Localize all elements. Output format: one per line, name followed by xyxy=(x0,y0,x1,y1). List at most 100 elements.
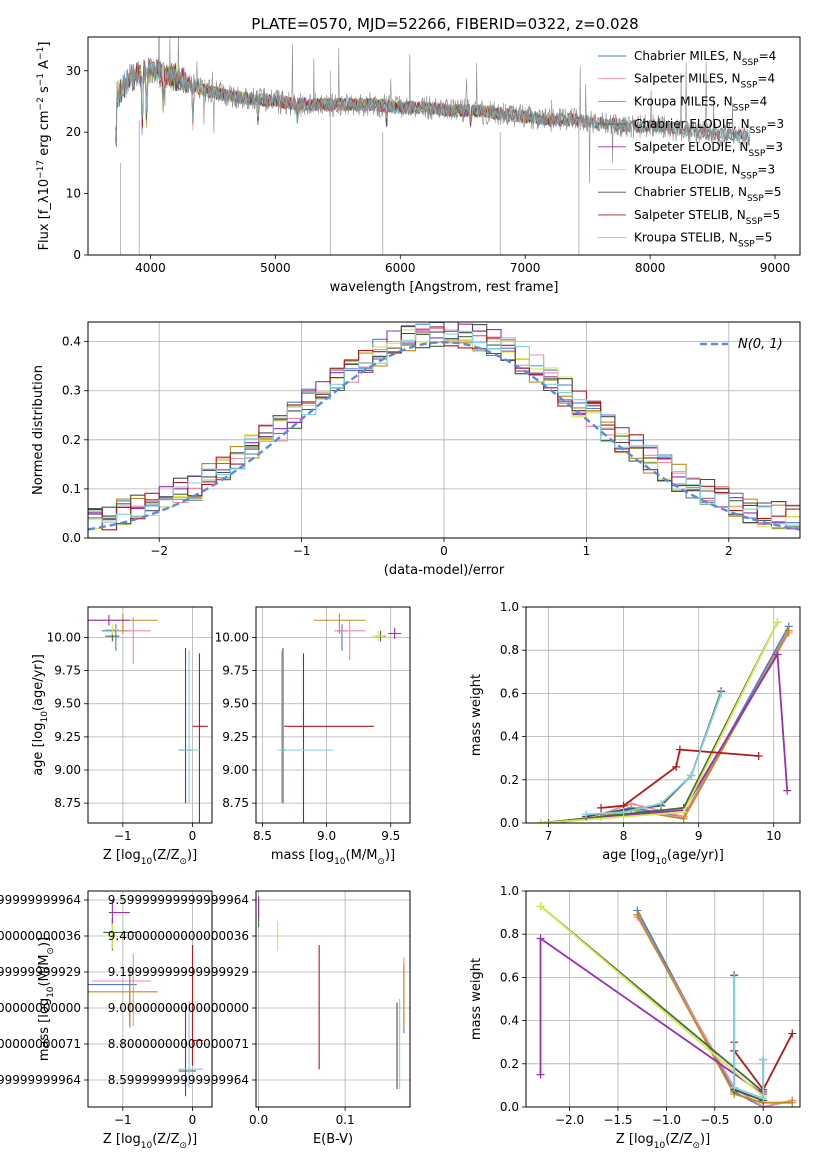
x-tick-label: 5000 xyxy=(260,261,291,275)
y-axis-label: mass weight xyxy=(469,674,484,756)
x-axis-label: Z [log10(Z/Z⊙)] xyxy=(103,1132,197,1151)
weight-marker xyxy=(633,910,642,919)
mass-vs-ebv-panel: 0.0 0.1 8.59999999999999964 8.8000000000000… xyxy=(108,890,411,1147)
weight-marker xyxy=(788,1029,797,1038)
weight-marker xyxy=(537,819,546,823)
y-tick-label: 9.40000000000000036 xyxy=(0,929,81,943)
y-tick-label: 8.80000000000000071 xyxy=(108,1037,249,1051)
y-axis-label: Normed distribution xyxy=(31,365,46,495)
x-tick-label: 7000 xyxy=(510,261,541,275)
legend-label: Salpeter ELODIE, NSSP=3 xyxy=(634,140,783,159)
age-vs-mass-panel: 8.5 9.0 9.5 8.75 9.00 9.25 9.50 9.75 10.00 mass [… xyxy=(215,606,411,867)
y-tick-label: 9.59999999999999964 xyxy=(108,893,249,907)
y-tick-label: 20 xyxy=(66,125,81,139)
y-tick-label: 0.0 xyxy=(500,816,519,830)
weight-line xyxy=(585,690,723,818)
x-tick-label: −1 xyxy=(114,1113,132,1127)
observed-spectrum-line xyxy=(115,37,751,183)
legend-label: Kroupa STELIB, NSSP=5 xyxy=(634,231,772,250)
axes-frame xyxy=(87,36,801,256)
x-tick-label: 0.0 xyxy=(754,1113,773,1127)
x-tick-label: 9.5 xyxy=(381,829,400,843)
x-tick-label: 7 xyxy=(545,829,553,843)
x-tick-label: 9 xyxy=(695,829,703,843)
x-tick-label: −2.0 xyxy=(555,1113,584,1127)
weight-marker xyxy=(773,618,782,627)
spectrum-panel: 4000 5000 6000 7000 8000 9000 0 10 20 30 wavelengt… xyxy=(36,36,801,295)
y-tick-label: 1.0 xyxy=(500,600,519,614)
y-tick-label: 0.2 xyxy=(500,1057,519,1071)
weight-marker xyxy=(619,808,628,817)
weight-marker xyxy=(783,786,792,795)
y-tick-label: 9.75 xyxy=(54,664,81,678)
x-axis-label: age [log10(age/yr)] xyxy=(602,848,724,867)
x-tick-label: 8 xyxy=(620,829,628,843)
y-axis-label: mass [log10(M/M⊙)] xyxy=(37,937,56,1061)
weight-marker xyxy=(759,1055,768,1064)
weight-line xyxy=(636,916,793,1107)
y-tick-label: 8.59999999999999964 xyxy=(108,1073,249,1087)
plot-area xyxy=(88,900,203,1097)
weight-marker xyxy=(536,934,545,943)
weight-marker xyxy=(672,762,681,771)
legend-label: Salpeter STELIB, NSSP=5 xyxy=(634,208,780,227)
mass-vs-z-panel: −1 0 8.59999999999999964 8.8000000000000007… xyxy=(0,890,213,1151)
weight-marker xyxy=(759,1094,768,1103)
axes-frame xyxy=(255,606,411,824)
y-tick-label: 9.00 xyxy=(222,763,249,777)
weight-line xyxy=(733,975,765,1102)
y-tick-label: 9.19999999999999929 xyxy=(0,965,81,979)
weight-line xyxy=(636,914,793,1104)
y-tick-label: 30 xyxy=(66,64,81,78)
axes-frame xyxy=(87,606,213,824)
weight-line xyxy=(733,977,765,1100)
y-axis-label: age [log10(age/yr)] xyxy=(31,654,50,776)
weight-marker xyxy=(773,650,782,659)
residuals-panel: −2 −1 0 1 2 0.0 0.1 0.2 0.3 0.4 (data-model)/error… xyxy=(31,321,801,578)
y-tick-label: 9.25 xyxy=(54,730,81,744)
y-tick-label: 9.19999999999999929 xyxy=(108,965,249,979)
x-tick-label: −1.0 xyxy=(652,1113,681,1127)
plot-area xyxy=(537,618,793,823)
legend-label: N(0, 1) xyxy=(738,337,783,352)
y-tick-label: 8.75 xyxy=(54,796,81,810)
weight-marker xyxy=(657,799,666,808)
weight-marker xyxy=(717,689,726,698)
y-tick-label: 1.0 xyxy=(500,884,519,898)
residual-histogram xyxy=(88,322,800,525)
y-tick-label: 9.00000000000000000 xyxy=(0,1001,81,1015)
x-tick-label: 4000 xyxy=(135,261,166,275)
y-tick-label: 0.4 xyxy=(62,335,81,349)
plot-area xyxy=(258,896,405,1089)
y-tick-label: 9.00 xyxy=(54,763,81,777)
weight-vs-age-panel: 7 8 9 10 0.0 0.2 0.4 0.6 0.8 1.0 age [log10(age/yr… xyxy=(469,600,801,867)
x-axis-label: E(B-V) xyxy=(313,1132,353,1147)
weight-marker xyxy=(730,973,739,982)
y-tick-label: 9.50 xyxy=(222,697,249,711)
legend-label: Chabrier MILES, NSSP=4 xyxy=(634,49,776,68)
y-tick-label: 0.8 xyxy=(500,927,519,941)
legend-label: Chabrier STELIB, NSSP=5 xyxy=(634,185,782,204)
weight-line xyxy=(601,748,759,809)
y-tick-label: 9.75 xyxy=(222,664,249,678)
weight-marker xyxy=(788,1098,797,1107)
weight-marker xyxy=(544,819,553,823)
y-tick-label: 10.00 xyxy=(47,630,81,644)
y-tick-label: 0.0 xyxy=(500,1100,519,1114)
y-tick-label: 0.6 xyxy=(500,686,519,700)
y-tick-label: 10.00 xyxy=(215,630,249,644)
figure-title: PLATE=0570, MJD=52266, FIBERID=0322, z=0… xyxy=(251,15,638,33)
x-tick-label: 0.1 xyxy=(336,1113,355,1127)
x-axis-label: mass [log10(M/M⊙)] xyxy=(271,848,395,867)
weight-line xyxy=(539,905,764,1097)
weight-line xyxy=(539,936,764,1095)
x-tick-label: −1 xyxy=(114,829,132,843)
x-axis-label: Z [log10(Z/Z⊙)] xyxy=(103,848,197,867)
axes-frame xyxy=(87,890,213,1108)
x-tick-label: 8000 xyxy=(635,261,666,275)
x-tick-label: −2 xyxy=(150,544,168,558)
x-tick-label: −1 xyxy=(293,544,311,558)
residual-histogram xyxy=(88,323,800,526)
y-tick-label: 9.25 xyxy=(222,730,249,744)
y-tick-label: 8.59999999999999964 xyxy=(0,1073,81,1087)
